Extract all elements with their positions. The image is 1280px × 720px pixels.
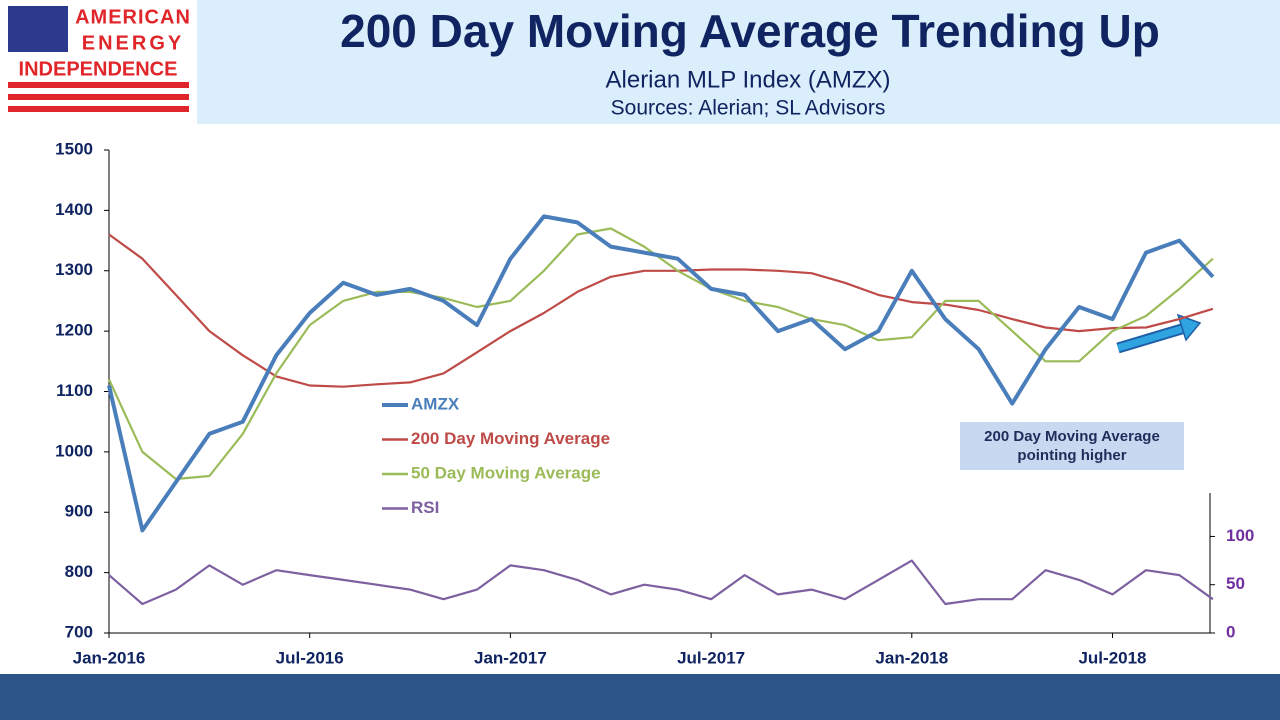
logo-text: INDEPENDENCE [19, 58, 178, 80]
header-band [197, 0, 1280, 124]
logo-text: AMERICAN [75, 6, 191, 28]
y-tick-label: 1300 [55, 260, 93, 279]
footer-band [0, 674, 1280, 720]
arrow [1116, 313, 1202, 354]
y-tick-label: 800 [65, 562, 93, 581]
y-tick-label: 900 [65, 502, 93, 521]
annotation: 200 Day Moving Average pointing higher [960, 422, 1184, 470]
y-tick-label: 1200 [55, 321, 93, 340]
y2-tick-label: 100 [1226, 526, 1254, 545]
y2-tick-label: 0 [1226, 622, 1235, 641]
chart-title: 200 Day Moving Average Trending Up [340, 5, 1160, 57]
series-line [108, 227, 1214, 481]
legend-label: RSI [411, 498, 439, 517]
logo-flag [8, 6, 189, 112]
y-tick-label: 1100 [56, 381, 93, 400]
legend-label: 200 Day Moving Average [411, 429, 610, 448]
chart-subtitle: Alerian MLP Index (AMZX) [606, 66, 891, 93]
x-tick-label: Jan-2016 [73, 648, 146, 667]
series-line [108, 233, 1214, 388]
y-tick-label: 1000 [55, 441, 93, 460]
y2-tick-label: 50 [1226, 574, 1245, 593]
x-tick-label: Jan-2018 [875, 648, 948, 667]
legend-label: AMZX [411, 394, 460, 413]
x-tick-label: Jul-2016 [276, 648, 344, 667]
logo-text: ENERGY [82, 32, 184, 54]
x-tick-label: Jul-2018 [1078, 648, 1146, 667]
chart-source: Sources: Alerian; SL Advisors [611, 97, 886, 120]
y-tick-label: 1400 [55, 200, 93, 219]
y-tick-label: 700 [65, 622, 93, 641]
y-tick-label: 1500 [55, 139, 93, 158]
x-tick-label: Jul-2017 [677, 648, 745, 667]
legend-label: 50 Day Moving Average [411, 463, 601, 482]
series-line [108, 559, 1214, 606]
series-line [107, 214, 1215, 533]
x-tick-label: Jan-2017 [474, 648, 547, 667]
